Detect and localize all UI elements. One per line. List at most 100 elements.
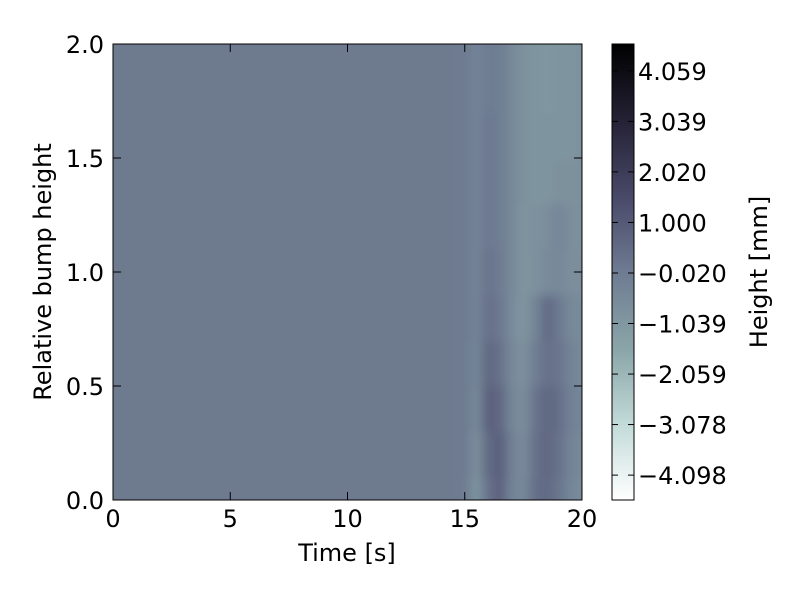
heatmap-cell <box>470 44 483 68</box>
heatmap-cell <box>505 431 518 478</box>
heatmap-cell <box>505 44 518 68</box>
heatmap-cell <box>482 66 495 113</box>
heatmap-cell <box>517 340 530 387</box>
y-tick-label: 2.0 <box>66 31 104 59</box>
colorbar-title: Height [mm] <box>745 196 773 348</box>
heatmap-cell <box>552 44 565 68</box>
heatmap-cells <box>458 44 582 500</box>
heatmap-cell <box>517 158 530 205</box>
colorbar-tick-label: 3.039 <box>638 108 707 136</box>
heatmap-cell <box>458 340 472 387</box>
heatmap-cell <box>458 66 472 113</box>
colorbar-tick-label: −4.098 <box>638 462 727 490</box>
heatmap-cell <box>541 477 554 500</box>
y-axis-title: Relative bump height <box>29 143 57 401</box>
heatmap-cell <box>517 44 530 68</box>
heatmap-cell <box>470 294 483 341</box>
heatmap-cell <box>482 203 495 250</box>
heatmap-cell <box>529 66 542 113</box>
heatmap-cell <box>529 294 542 341</box>
heatmap-cell <box>529 158 542 205</box>
heatmap-cell <box>458 386 472 433</box>
heatmap-cell <box>541 386 554 433</box>
heatmap-cell <box>529 203 542 250</box>
heatmap-cell <box>552 431 565 478</box>
colorbar-tick-label: −1.039 <box>638 310 727 338</box>
heatmap-cell <box>505 294 518 341</box>
x-tick-label: 20 <box>567 505 598 533</box>
heatmap-cell <box>494 158 507 205</box>
x-axis-title: Time [s] <box>297 539 396 567</box>
colorbar-tick-label: 1.000 <box>638 209 707 237</box>
heatmap-cell <box>517 112 530 159</box>
x-tick-label: 15 <box>449 505 480 533</box>
colorbar-tick-label: −2.059 <box>638 361 727 389</box>
y-tick-label: 1.5 <box>66 145 104 173</box>
heatmap-cell <box>470 477 483 500</box>
x-tick-label: 10 <box>332 505 363 533</box>
heatmap-cell <box>517 249 530 296</box>
heatmap-cell <box>541 158 554 205</box>
heatmap-cell <box>505 112 518 159</box>
heatmap-cell <box>458 249 472 296</box>
heatmap-cell <box>470 340 483 387</box>
heatmap-cell <box>505 66 518 113</box>
heatmap-cell <box>482 477 495 500</box>
heatmap-cell <box>517 431 530 478</box>
heatmap-cell <box>529 249 542 296</box>
heatmap-cell <box>505 340 518 387</box>
heatmap-cell <box>552 249 565 296</box>
heatmap-cell <box>564 431 577 478</box>
heatmap-cell <box>576 340 582 387</box>
colorbar-gradient <box>611 43 635 501</box>
heatmap-cell <box>529 112 542 159</box>
heatmap-cell <box>482 44 495 68</box>
heatmap-cell <box>552 112 565 159</box>
colorbar: 4.059 3.039 2.020 1.000 −0.020 −1.039 −2.059 −3… <box>611 43 773 501</box>
heatmap-cell <box>517 477 530 500</box>
colorbar-tick-label: 4.059 <box>638 58 707 86</box>
heatmap-cell <box>529 477 542 500</box>
heatmap-cell <box>517 294 530 341</box>
y-tick-label: 0.0 <box>66 487 104 515</box>
plot-area <box>112 43 583 501</box>
heatmap-cell <box>517 203 530 250</box>
heatmap-cell <box>505 477 518 500</box>
heatmap-cell <box>576 112 582 159</box>
heatmap-cell <box>541 294 554 341</box>
heatmap-cell <box>482 249 495 296</box>
heatmap-cell <box>494 249 507 296</box>
y-tick-label: 0.5 <box>66 373 104 401</box>
heatmap-cell <box>482 386 495 433</box>
heatmap-cell <box>494 44 507 68</box>
heatmap-cell <box>541 44 554 68</box>
heatmap-cell <box>564 477 577 500</box>
colorbar-tick-label: −0.020 <box>638 260 727 288</box>
heatmap-cell <box>576 158 582 205</box>
heatmap-cell <box>482 431 495 478</box>
heatmap-cell <box>494 431 507 478</box>
heatmap-cell <box>494 112 507 159</box>
heatmap-cell <box>470 158 483 205</box>
colorbar-ticks: 4.059 3.039 2.020 1.000 −0.020 −1.039 −2.059 −3… <box>612 58 727 490</box>
heatmap-cell <box>541 431 554 478</box>
heatmap-cell <box>470 431 483 478</box>
heatmap-cell <box>576 431 582 478</box>
heatmap-cell <box>494 386 507 433</box>
heatmap-cell <box>470 66 483 113</box>
heatmap-cell <box>552 340 565 387</box>
heatmap-cell <box>517 386 530 433</box>
y-axis: 0.0 0.5 1.0 1.5 2.0 <box>66 31 582 515</box>
heatmap-cell <box>458 112 472 159</box>
x-tick-label: 0 <box>105 505 120 533</box>
heatmap-cell <box>564 340 577 387</box>
heatmap-cell <box>576 66 582 113</box>
heatmap-cell <box>552 477 565 500</box>
heatmap-cell <box>564 158 577 205</box>
heatmap-cell <box>482 112 495 159</box>
heatmap-cell <box>541 203 554 250</box>
heatmap-cell <box>529 340 542 387</box>
heatmap-cell <box>470 249 483 296</box>
heatmap-cell <box>576 477 582 500</box>
heatmap-cell <box>564 44 577 68</box>
